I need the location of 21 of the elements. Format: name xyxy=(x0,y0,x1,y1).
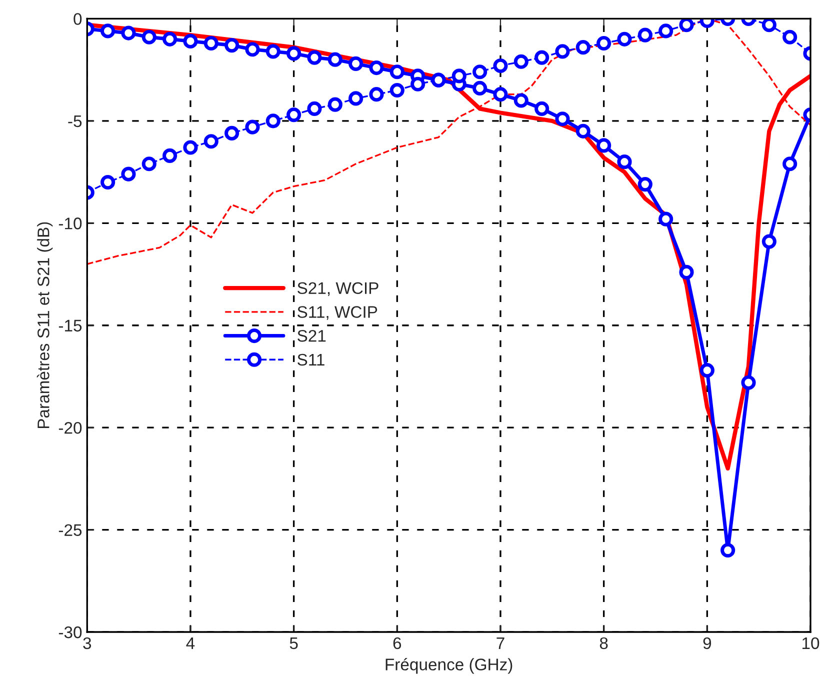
legend-label: S21 xyxy=(298,330,326,342)
y-tick-label: -5 xyxy=(68,116,82,128)
y-tick-label: -30 xyxy=(58,626,82,638)
x-tick-label: 4 xyxy=(186,637,195,649)
x-tick-label: 3 xyxy=(83,637,92,650)
x-tick-label: 6 xyxy=(393,637,402,650)
legend-label: S11, WCIP xyxy=(298,306,378,320)
x-axis-title: Fréquence (GHz) xyxy=(386,658,512,674)
y-axis-title: Paramètres S11 et S21 (dB) xyxy=(36,222,53,428)
y-tick-label: 0 xyxy=(74,13,82,25)
x-tick-label: 5 xyxy=(290,637,298,650)
x-tick-label: 9 xyxy=(703,637,711,650)
y-tick-label: -15 xyxy=(58,320,82,332)
legend-label: S21, WCIP xyxy=(298,282,378,296)
x-tick-label: 10 xyxy=(802,637,820,650)
y-tick-label: -10 xyxy=(58,218,82,230)
x-tick-label: 7 xyxy=(496,637,504,649)
legend-label: S11 xyxy=(298,354,324,366)
y-tick-label: -20 xyxy=(58,422,82,434)
x-tick-label: 8 xyxy=(600,637,608,650)
y-tick-label: -25 xyxy=(58,524,82,536)
